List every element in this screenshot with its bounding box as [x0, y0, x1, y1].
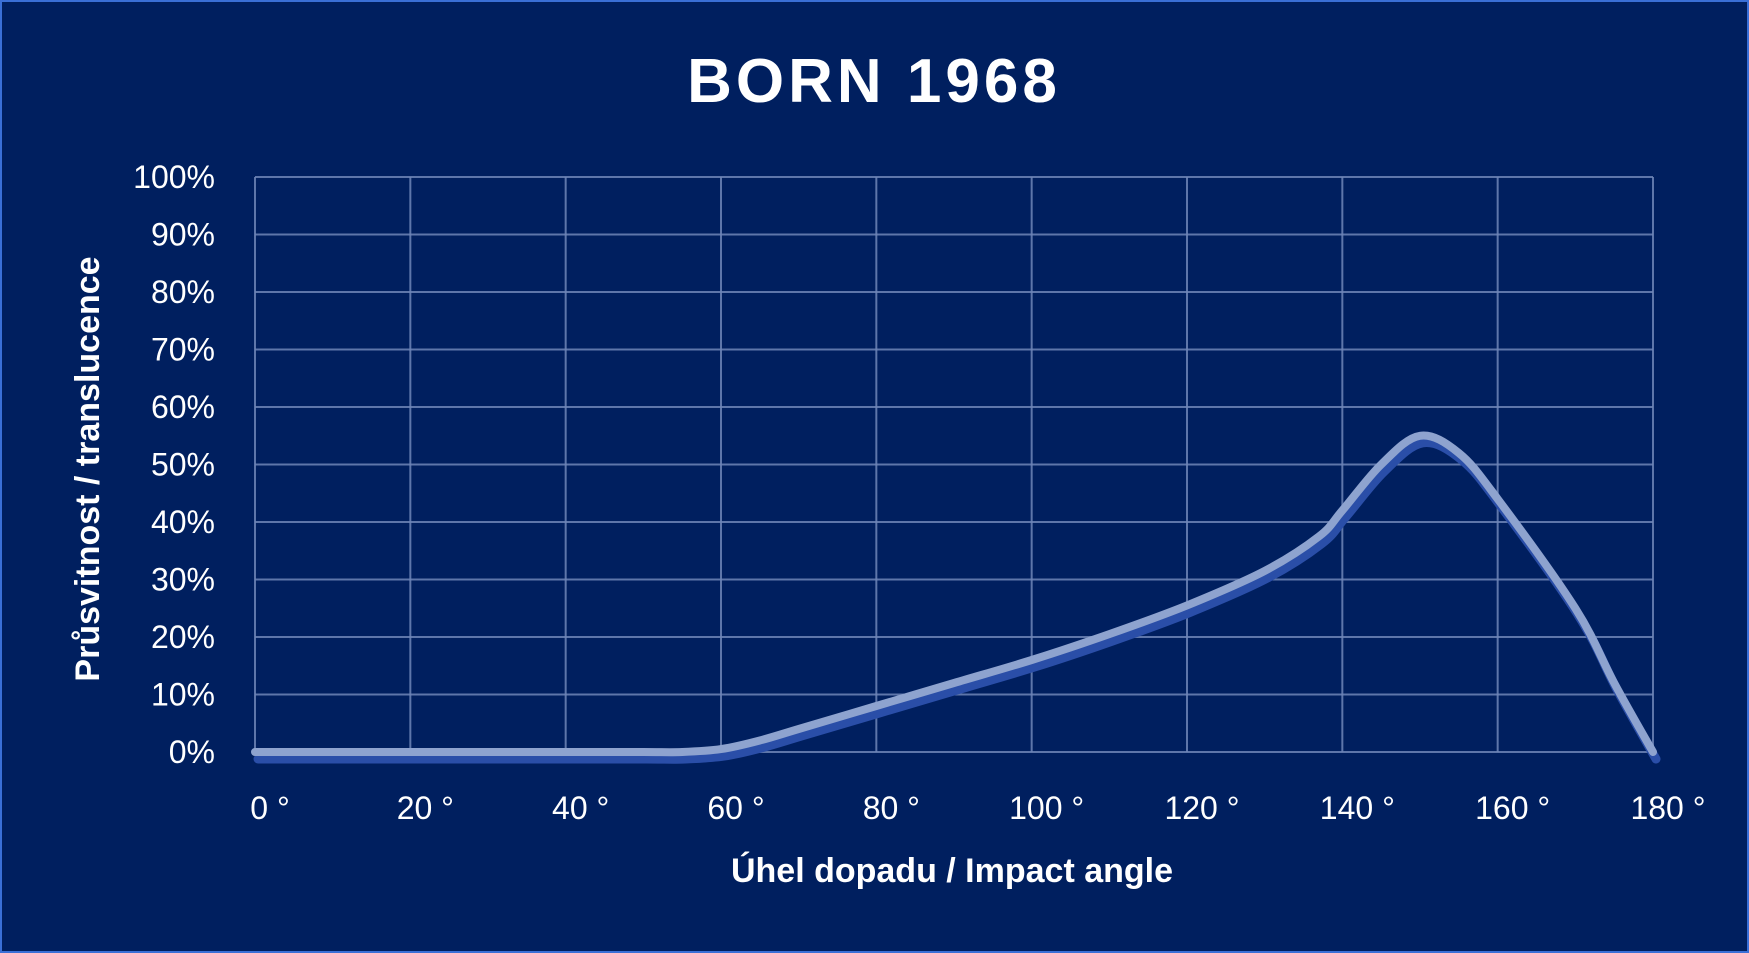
y-tick-label: 0% — [169, 734, 215, 770]
y-tick-label: 40% — [151, 504, 215, 540]
y-tick-label: 30% — [151, 562, 215, 598]
chart-title: BORN 1968 — [687, 47, 1061, 116]
y-tick-label: 80% — [151, 274, 215, 310]
y-tick-label: 20% — [151, 619, 215, 655]
x-tick-label: 40 ° — [552, 790, 609, 826]
y-tick-label: 60% — [151, 389, 215, 425]
series-line-shadow — [253, 438, 1661, 764]
y-axis-ticks: 0% 10% 20% 30% 40% 50% 60% 70% 80% 90% 100% — [133, 159, 215, 770]
series-line — [251, 431, 1657, 757]
x-tick-label: 80 ° — [863, 790, 920, 826]
y-axis-label: Průsvitnost / translucence — [69, 256, 107, 681]
y-tick-label: 10% — [151, 677, 215, 713]
x-tick-label: 180 ° — [1630, 790, 1705, 826]
y-tick-label: 50% — [151, 447, 215, 483]
y-tick-label: 100% — [133, 159, 215, 195]
x-tick-label: 60 ° — [707, 790, 764, 826]
x-tick-label: 100 ° — [1009, 790, 1084, 826]
x-axis-label: Úhel dopadu / Impact angle — [731, 852, 1173, 890]
x-axis-ticks: 0 ° 20 ° 40 ° 60 ° 80 ° 100 ° 120 ° 140 ° 160 ° 1… — [250, 790, 1705, 826]
x-tick-label: 0 ° — [250, 790, 289, 826]
series-layer — [251, 431, 1661, 764]
y-tick-label: 90% — [151, 217, 215, 253]
x-tick-label: 120 ° — [1164, 790, 1239, 826]
x-tick-label: 140 ° — [1320, 790, 1395, 826]
x-tick-label: 160 ° — [1475, 790, 1550, 826]
x-tick-label: 20 ° — [397, 790, 454, 826]
grid — [254, 176, 1654, 753]
y-tick-label: 70% — [151, 332, 215, 368]
